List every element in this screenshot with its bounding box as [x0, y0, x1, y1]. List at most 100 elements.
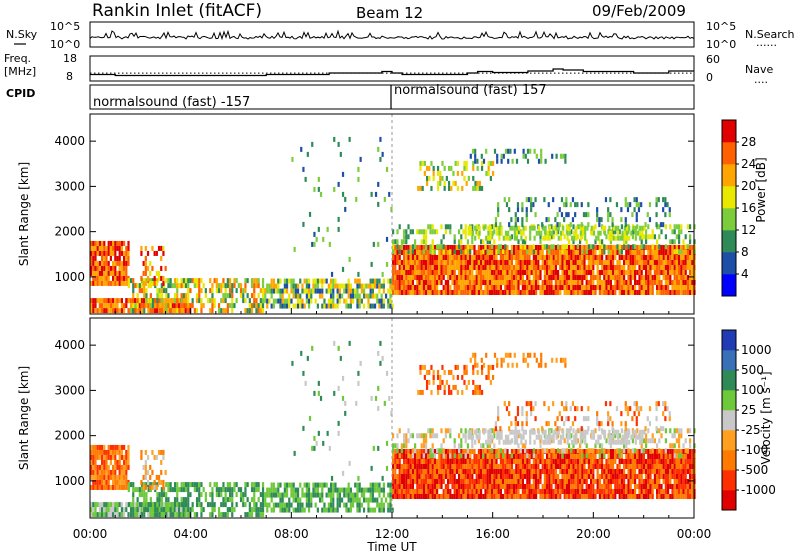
velocity-cell — [664, 463, 667, 469]
power-cell — [316, 283, 319, 289]
power-cell — [347, 283, 350, 289]
power-cell — [431, 229, 434, 235]
velocity-cell — [325, 507, 328, 513]
velocity-cell — [506, 458, 509, 464]
power-cell — [178, 308, 181, 314]
velocity-cell — [157, 479, 161, 485]
velocity-cell — [264, 497, 267, 503]
power-cell — [222, 278, 225, 284]
power-cell — [257, 283, 260, 289]
velocity-cell — [609, 463, 612, 469]
power-cell — [143, 278, 146, 284]
power-cell — [157, 275, 161, 281]
power-cell — [669, 289, 672, 295]
power-cell — [476, 230, 479, 236]
velocity-cell — [455, 448, 458, 454]
velocity-cell — [98, 444, 101, 450]
velocity-cell — [462, 448, 465, 454]
velocity-cell — [603, 468, 606, 474]
velocity-cell — [438, 473, 441, 479]
power-cell — [98, 280, 101, 286]
velocity-cell — [380, 497, 383, 503]
power-cell — [669, 254, 672, 260]
power-cell — [691, 264, 694, 270]
power-cell — [427, 284, 430, 290]
power-cell — [645, 269, 648, 275]
velocity-cell — [484, 473, 487, 479]
power-cell — [387, 298, 390, 304]
power-cell — [559, 274, 562, 280]
velocity-cell — [532, 483, 535, 489]
velocity-cell — [486, 488, 489, 494]
velocity-cell — [451, 473, 454, 479]
velocity-cell — [405, 448, 408, 454]
velocity-cell — [116, 449, 119, 455]
power-cell — [524, 259, 527, 265]
velocity-cell — [603, 488, 606, 494]
power-cell — [611, 222, 614, 228]
velocity-cell — [517, 473, 520, 479]
power-cell — [570, 254, 573, 260]
velocity-cell — [151, 502, 155, 508]
velocity-cell — [488, 468, 491, 474]
velocity-cell — [559, 483, 562, 489]
power-cell — [675, 284, 678, 290]
power-cell — [433, 284, 436, 290]
power-cell — [283, 278, 286, 284]
velocity-cell — [546, 483, 549, 489]
power-cell — [640, 254, 643, 260]
power-cell — [156, 288, 159, 294]
power-cell — [429, 274, 432, 280]
power-cell — [495, 259, 498, 265]
power-cell — [686, 264, 689, 270]
power-cell — [590, 284, 593, 290]
power-cell — [686, 259, 689, 265]
velocity-cell — [253, 487, 256, 493]
velocity-cell — [579, 473, 582, 479]
power-cell — [570, 264, 573, 270]
power-cell — [686, 289, 689, 295]
power-cell — [472, 160, 475, 166]
power-cell — [160, 275, 163, 281]
velocity-cell — [407, 478, 410, 484]
velocity-cell — [493, 478, 496, 484]
velocity-cell — [112, 464, 115, 470]
power-cell — [347, 278, 350, 284]
power-cell — [585, 212, 588, 218]
power-cell — [405, 239, 408, 245]
velocity-cell — [510, 473, 513, 479]
velocity-cell — [667, 468, 670, 474]
power-cell — [449, 259, 452, 265]
velocity-cell — [449, 493, 452, 499]
velocity-cell — [521, 473, 524, 479]
power-cell — [296, 303, 300, 309]
velocity-cell — [200, 482, 203, 488]
velocity-cell — [416, 458, 419, 464]
power-cell — [299, 293, 302, 299]
power-cell — [649, 249, 652, 255]
velocity-cell — [552, 468, 555, 474]
velocity-cell — [354, 482, 357, 488]
velocity-cell — [554, 478, 557, 484]
power-cell — [125, 255, 128, 261]
power-cell — [587, 222, 590, 228]
power-cell — [311, 241, 314, 247]
power-cell — [264, 288, 267, 294]
power-cell — [625, 254, 628, 260]
power-cell — [485, 148, 488, 154]
velocity-cell — [343, 487, 346, 493]
velocity-cell — [425, 488, 428, 494]
power-cell — [616, 249, 619, 255]
velocity-cell — [568, 473, 571, 479]
velocity-cell — [647, 453, 650, 459]
power-cell — [477, 289, 480, 295]
velocity-cell — [217, 487, 221, 493]
power-cell — [502, 153, 505, 159]
power-cell — [340, 293, 344, 299]
velocity-cell — [90, 507, 93, 513]
power-cell — [398, 279, 401, 285]
power-cell — [548, 249, 551, 255]
velocity-cell — [458, 463, 461, 469]
power-cell — [334, 283, 337, 289]
velocity-cell — [546, 458, 549, 464]
